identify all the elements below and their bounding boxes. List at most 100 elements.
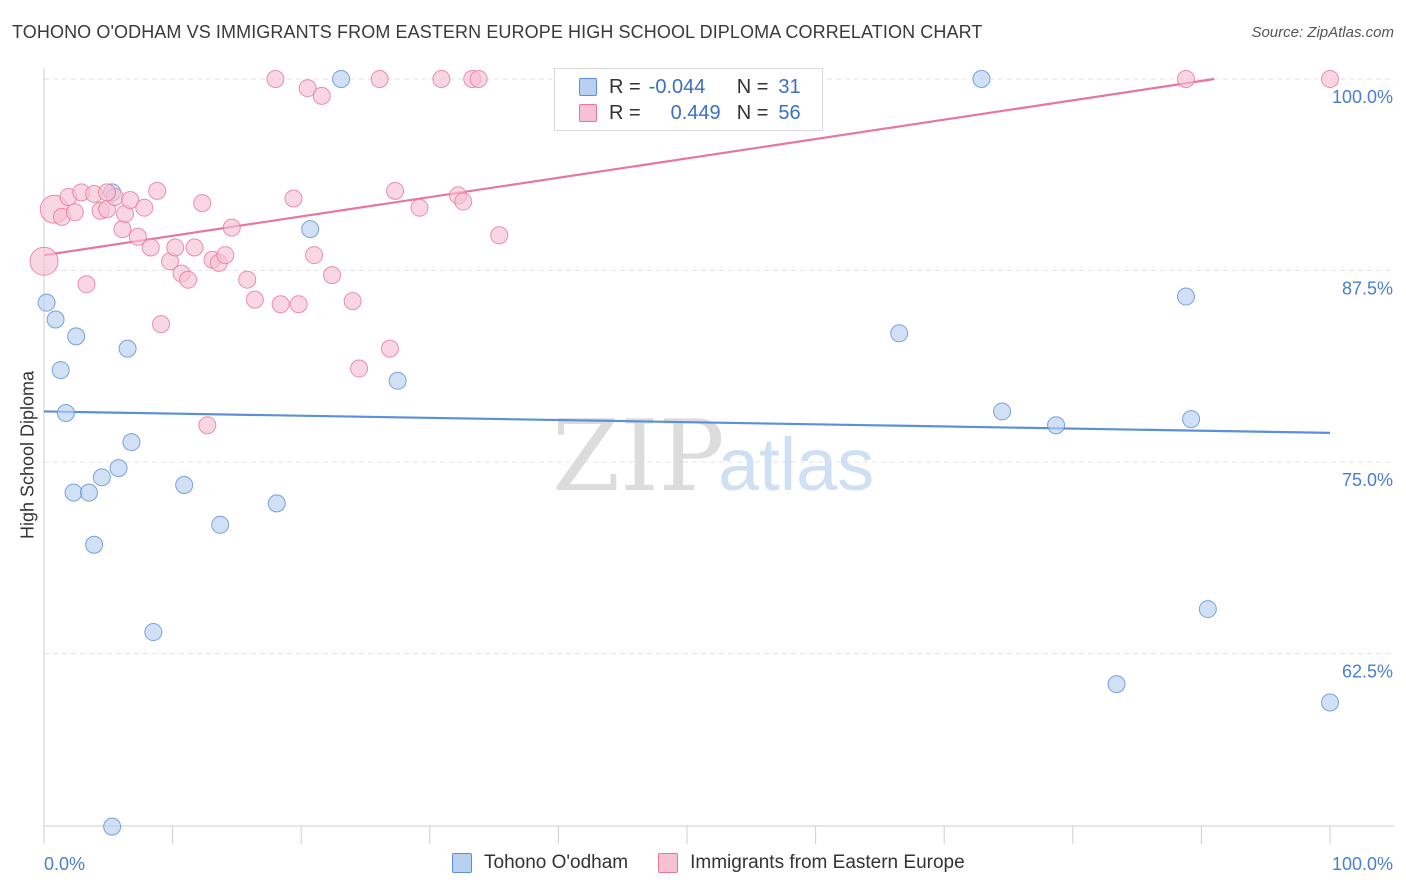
point-tohono[interactable] (118, 339, 137, 358)
point-eastern-europe[interactable] (305, 246, 324, 265)
point-tohono[interactable] (1047, 416, 1066, 435)
point-tohono[interactable] (211, 515, 230, 534)
eastern-europe-swatch (579, 104, 597, 122)
point-eastern-europe[interactable] (148, 181, 167, 200)
point-tohono[interactable] (85, 535, 104, 554)
point-eastern-europe[interactable] (128, 227, 147, 246)
point-tohono[interactable] (993, 402, 1012, 421)
point-eastern-europe[interactable] (152, 315, 171, 334)
y-tick-label: 87.5% (1342, 279, 1393, 299)
legend-label-eastern-europe: Immigrants from Eastern Europe (690, 852, 965, 873)
point-eastern-europe[interactable] (121, 191, 140, 210)
point-eastern-europe[interactable] (1321, 70, 1339, 88)
trend-line-tohono (43, 410, 1331, 434)
point-tohono[interactable] (109, 459, 128, 478)
point-tohono[interactable] (1321, 693, 1339, 712)
series-legend: Tohono O'odham Immigrants from Eastern E… (452, 852, 995, 874)
point-tohono[interactable] (92, 468, 111, 487)
point-tohono[interactable] (51, 361, 70, 380)
n-label: N = (736, 101, 769, 124)
point-tohono[interactable] (1182, 410, 1201, 429)
trend-lines (43, 77, 1331, 434)
point-tohono[interactable] (301, 220, 320, 239)
point-tohono[interactable] (144, 623, 163, 642)
point-eastern-europe[interactable] (289, 295, 308, 314)
point-eastern-europe[interactable] (179, 270, 198, 289)
point-eastern-europe[interactable] (65, 203, 84, 222)
point-eastern-europe[interactable] (370, 70, 389, 88)
legend-item-tohono[interactable]: Tohono O'odham (452, 852, 628, 874)
point-eastern-europe[interactable] (323, 266, 342, 285)
point-tohono[interactable] (1107, 675, 1126, 694)
source-label: Source: ZipAtlas.com (1251, 24, 1394, 41)
point-eastern-europe[interactable] (432, 70, 451, 88)
point-tohono[interactable] (103, 817, 122, 836)
eastern-europe-swatch (658, 853, 679, 873)
r-label: R = (609, 75, 641, 98)
point-tohono[interactable] (267, 494, 286, 513)
x-tick-label-min: 0.0% (44, 854, 85, 874)
point-tohono[interactable] (67, 327, 86, 346)
point-eastern-europe[interactable] (193, 194, 212, 213)
point-tohono[interactable] (388, 371, 407, 390)
point-eastern-europe[interactable] (343, 292, 362, 311)
point-eastern-europe[interactable] (490, 226, 509, 245)
r-value: -0.044 (648, 75, 706, 98)
point-eastern-europe[interactable] (469, 70, 488, 88)
n-value: 31 (778, 75, 801, 98)
point-eastern-europe[interactable] (1176, 70, 1195, 88)
point-eastern-europe[interactable] (380, 339, 399, 358)
tohono-swatch (452, 853, 472, 873)
y-tick-label: 75.0% (1342, 470, 1393, 490)
point-eastern-europe[interactable] (266, 70, 285, 88)
point-tohono[interactable] (46, 310, 65, 329)
point-eastern-europe[interactable] (386, 181, 405, 200)
point-tohono[interactable] (972, 70, 991, 88)
point-eastern-europe[interactable] (113, 220, 132, 239)
point-eastern-europe[interactable] (216, 246, 235, 265)
point-tohono[interactable] (80, 483, 99, 502)
point-eastern-europe[interactable] (29, 246, 59, 276)
point-eastern-europe[interactable] (271, 295, 290, 314)
point-eastern-europe[interactable] (77, 275, 96, 294)
tick-labels: 62.5% 75.0% 87.5% 100.0% 0.0% 100.0% (44, 87, 1393, 874)
point-tohono[interactable] (56, 403, 75, 422)
point-eastern-europe[interactable] (312, 86, 331, 105)
point-eastern-europe[interactable] (98, 183, 117, 202)
stats-legend: R = -0.044 N = 31 R = 0.449 N = 56 (554, 68, 823, 131)
point-eastern-europe[interactable] (238, 270, 257, 289)
point-eastern-europe[interactable] (141, 238, 160, 257)
tohono-swatch (579, 78, 597, 96)
point-tohono[interactable] (1198, 600, 1217, 619)
stats-row-eastern-europe: R = 0.449 N = 56 (579, 101, 801, 125)
y-tick-label: 100.0% (1332, 87, 1393, 107)
point-tohono[interactable] (332, 70, 351, 88)
stats-row-tohono: R = -0.044 N = 31 (579, 75, 801, 99)
watermark: ZIP atlas (552, 400, 874, 514)
point-eastern-europe[interactable] (198, 416, 217, 435)
point-tohono[interactable] (1176, 287, 1195, 306)
point-eastern-europe[interactable] (185, 238, 204, 257)
point-eastern-europe[interactable] (454, 192, 473, 211)
point-eastern-europe[interactable] (222, 218, 241, 237)
y-axis-label: High School Diploma (17, 370, 38, 540)
legend-item-eastern-europe[interactable]: Immigrants from Eastern Europe (658, 852, 965, 874)
point-tohono[interactable] (122, 433, 141, 452)
point-eastern-europe[interactable] (245, 290, 264, 309)
watermark-atlas: atlas (718, 423, 874, 506)
r-value: 0.449 (670, 101, 721, 124)
point-tohono[interactable] (175, 475, 194, 494)
point-eastern-europe[interactable] (410, 198, 429, 217)
point-eastern-europe[interactable] (135, 198, 154, 217)
point-tohono[interactable] (64, 483, 83, 502)
n-label: N = (736, 75, 769, 98)
point-eastern-europe[interactable] (284, 189, 303, 208)
point-eastern-europe[interactable] (350, 359, 369, 378)
point-eastern-europe[interactable] (166, 238, 185, 257)
point-tohono[interactable] (890, 324, 909, 343)
y-tick-label: 62.5% (1342, 662, 1393, 682)
point-tohono[interactable] (37, 293, 56, 312)
r-label: R = (609, 101, 641, 124)
point-eastern-europe[interactable] (298, 79, 317, 98)
